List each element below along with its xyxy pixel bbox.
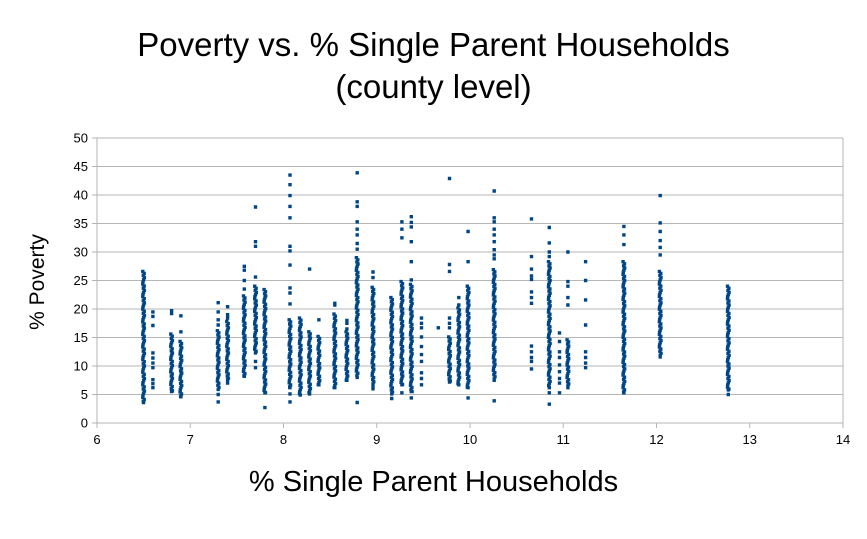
data-strip-x-9.66 <box>436 326 440 330</box>
y-tick-label-5: 5 <box>81 387 88 402</box>
strip-points <box>408 215 414 400</box>
y-tick-label-15: 15 <box>74 330 88 345</box>
data-strip-x-8.28 <box>307 267 313 396</box>
x-tick-label-7: 7 <box>187 432 194 447</box>
strip-points <box>583 260 588 370</box>
data-strip-x-10.96 <box>557 331 562 395</box>
data-strip-x-11.05 <box>565 250 571 390</box>
y-tick-label-30: 30 <box>74 245 88 260</box>
strip-points <box>169 309 175 394</box>
strip-points <box>399 220 405 395</box>
data-strip-x-12.77 <box>725 284 731 397</box>
strip-points <box>344 318 350 382</box>
data-strip-x-10.85 <box>546 225 552 406</box>
x-tick-label-8: 8 <box>280 432 287 447</box>
data-strip-x-11.65 <box>621 224 627 395</box>
y-tick-label-45: 45 <box>74 159 88 174</box>
y-tick-label-50: 50 <box>74 131 88 146</box>
strip-points <box>370 270 376 391</box>
strip-points <box>151 310 155 390</box>
strip-points <box>316 318 322 387</box>
x-tick-label-11: 11 <box>557 432 571 447</box>
x-tick-label-10: 10 <box>463 432 477 447</box>
data-strip-x-9.16 <box>389 295 395 401</box>
y-tick-label-25: 25 <box>74 273 88 288</box>
chart-title-line2: (county level) <box>335 67 532 105</box>
y-tick-label-40: 40 <box>74 188 88 203</box>
strip-points <box>565 250 571 390</box>
data-strip-x-9.98 <box>465 229 471 400</box>
strip-points <box>307 267 313 396</box>
x-axis-title: % Single Parent Households <box>248 466 619 498</box>
x-tick-label-14: 14 <box>836 432 850 447</box>
strip-points <box>436 326 440 330</box>
strip-points <box>287 173 293 404</box>
y-tick-label-35: 35 <box>74 216 88 231</box>
strip-points <box>419 316 424 387</box>
data-strip-x-7.7 <box>253 205 258 370</box>
strip-points <box>262 287 268 410</box>
strip-points <box>297 316 303 397</box>
data-strip-x-6.9 <box>178 314 184 399</box>
strip-points <box>557 331 562 395</box>
strip-points <box>447 176 452 384</box>
data-strip-x-7.58 <box>241 264 247 378</box>
data-strip-x-8.07 <box>287 173 293 404</box>
strip-points <box>253 205 258 370</box>
data-strip-x-6.6 <box>151 310 155 390</box>
data-strip-x-10.66 <box>529 217 534 371</box>
data-strip-x-12.04 <box>657 193 663 359</box>
data-strip-x-8.68 <box>344 318 350 382</box>
strip-points <box>178 314 184 399</box>
data-strip-x-11.24 <box>583 260 588 370</box>
strip-points <box>332 301 338 390</box>
strip-points <box>241 264 247 378</box>
data-strip-x-9.88 <box>456 295 462 387</box>
y-tick-label-20: 20 <box>74 302 88 317</box>
data-strip-x-9.48 <box>419 316 424 387</box>
strip-points <box>225 305 231 385</box>
chart-title: Poverty vs. % Single Parent Households (… <box>0 24 867 107</box>
data-strip-x-10.26 <box>491 189 497 403</box>
y-tick-label-0: 0 <box>81 416 88 431</box>
strip-points <box>141 269 147 405</box>
data-strip-x-8.38 <box>316 318 322 387</box>
y-tick-label-10: 10 <box>74 359 88 374</box>
strip-points <box>465 229 471 400</box>
strip-points <box>215 301 221 404</box>
x-tick-label-6: 6 <box>93 432 100 447</box>
data-strip-x-8.18 <box>297 316 303 397</box>
strip-points <box>546 225 552 406</box>
strip-points <box>456 295 462 387</box>
x-tick-label-13: 13 <box>743 432 757 447</box>
strip-points <box>354 171 360 405</box>
data-strip-x-6.8 <box>169 309 175 394</box>
strip-points <box>725 284 731 397</box>
data-strip-x-6.5 <box>141 269 147 405</box>
data-strip-x-9.78 <box>447 176 452 384</box>
data-strip-x-7.4 <box>225 305 231 385</box>
data-strip-x-8.55 <box>332 301 338 390</box>
strip-points <box>389 295 395 401</box>
x-tick-label-9: 9 <box>373 432 380 447</box>
strip-points <box>491 189 497 403</box>
strip-points <box>529 217 534 371</box>
chart-title-line1: Poverty vs. % Single Parent Households <box>137 26 730 63</box>
data-strip-x-9.37 <box>408 215 414 400</box>
data-strip-x-9.27 <box>399 220 405 395</box>
data-strip-x-7.8 <box>262 287 268 410</box>
data-strip-x-8.79 <box>354 171 360 405</box>
data-strip-x-8.96 <box>370 270 376 391</box>
strip-points <box>621 224 627 395</box>
data-strip-x-7.3 <box>215 301 221 404</box>
strip-points <box>657 193 663 359</box>
x-tick-label-12: 12 <box>649 432 663 447</box>
